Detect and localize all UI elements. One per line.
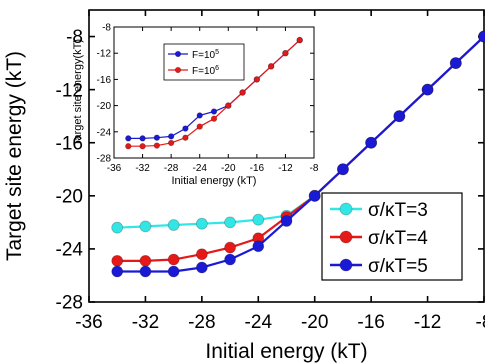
legend-label: σ/κT=4 [368, 228, 428, 249]
inset-legend-label: F=106 [192, 65, 219, 77]
data-point [125, 143, 132, 150]
data-point [210, 115, 218, 122]
x-tick-label: -32 [135, 163, 150, 174]
main-plot: -36 -32 -28 -24 -20 -16 -12 -8 -28 -24 -20 -16 -12 -8… [3, 9, 485, 363]
inset-legend-label-exp: 6 [215, 65, 219, 72]
x-tick-label: -24 [245, 312, 273, 333]
x-tick-label: -36 [107, 163, 122, 174]
data-point [267, 63, 275, 70]
data-point [182, 134, 189, 141]
data-point [252, 240, 265, 253]
legend-label: σ/κT=3 [368, 200, 428, 221]
y-tick-label: -12 [97, 49, 112, 60]
x-tick-label: -20 [301, 312, 328, 333]
x-tick-label: -28 [164, 163, 179, 174]
y-axis-label: Target site energy(kT) [72, 39, 84, 146]
y-axis-label: Target site energy (kT) [3, 51, 26, 261]
data-point [195, 248, 208, 261]
data-point [239, 89, 246, 96]
data-point [111, 221, 124, 234]
data-point [478, 30, 485, 43]
inset-legend-label: F=105 [192, 49, 219, 61]
data-point [139, 143, 146, 150]
inset-legend-label-exp: 5 [215, 49, 219, 56]
y-tick-label: -20 [97, 101, 112, 112]
y-tick-label: -8 [102, 23, 111, 34]
data-point [224, 241, 236, 254]
data-point [167, 219, 180, 231]
data-point [296, 36, 303, 44]
x-tick-label: -12 [278, 163, 293, 174]
x-tick-label: -8 [476, 312, 485, 333]
legend-marker [339, 230, 353, 244]
y-tick-label: -12 [56, 80, 83, 101]
data-point [111, 254, 124, 267]
data-point [308, 189, 321, 202]
data-point [167, 253, 180, 266]
y-tick-label: -16 [97, 75, 112, 86]
data-point [111, 265, 124, 278]
data-point [139, 220, 152, 233]
data-point [139, 254, 152, 267]
x-tick-label: -12 [414, 312, 441, 333]
inset-legend-marker [174, 50, 182, 58]
x-tick-label: -16 [357, 312, 384, 333]
inset-legend-marker [174, 66, 182, 74]
data-point [196, 112, 203, 119]
y-tick-label: -8 [66, 27, 83, 48]
data-point [153, 142, 161, 149]
data-point [167, 265, 180, 278]
data-point [253, 76, 261, 83]
x-tick-label: -16 [250, 163, 265, 174]
data-point [167, 133, 175, 140]
y-tick-label: -28 [97, 154, 112, 165]
data-point [224, 253, 236, 266]
inset-plot: -36 -32 -28 -24 -20 -16 -12 -8 -28 -24 -20 -16 -12 -8… [72, 23, 319, 188]
legend-label: σ/κT=5 [368, 256, 428, 277]
data-point [196, 123, 203, 130]
data-point [125, 135, 132, 142]
data-point [182, 125, 189, 132]
legend-marker [339, 202, 353, 216]
y-tick-label: -24 [97, 127, 112, 138]
data-point [224, 216, 236, 229]
legend-marker [339, 258, 353, 272]
x-tick-label: -36 [75, 312, 102, 333]
y-tick-label: -24 [56, 240, 84, 261]
y-tick-label: -16 [56, 133, 83, 154]
data-point [139, 265, 152, 278]
data-point [365, 136, 378, 149]
inset-legend-box [163, 43, 245, 81]
data-point [225, 102, 232, 109]
x-tick-label: -24 [192, 163, 207, 174]
data-point [195, 217, 208, 230]
y-tick-label: -28 [56, 293, 83, 314]
data-point [282, 50, 289, 57]
x-tick-label: -8 [310, 163, 319, 174]
data-point [139, 135, 146, 142]
inset-legend-label-base: F=10 [192, 50, 216, 61]
data-point [167, 139, 175, 147]
data-point [421, 83, 434, 96]
data-point [252, 213, 265, 226]
data-point [337, 163, 349, 176]
data-point [210, 108, 218, 115]
x-axis-label: Initial energy (kT) [172, 175, 257, 187]
data-point [195, 261, 208, 274]
inset-legend-label-base: F=10 [192, 66, 216, 77]
x-tick-label: -32 [132, 312, 159, 333]
x-tick-label: -28 [188, 312, 215, 333]
data-point [449, 57, 462, 69]
x-tick-label: -20 [221, 163, 236, 174]
y-tick-label: -20 [56, 186, 83, 207]
plot-frame [88, 9, 485, 303]
x-axis-label: Initial energy (kT) [205, 340, 367, 363]
data-point [280, 215, 293, 227]
data-point [393, 110, 406, 123]
data-point [153, 134, 161, 141]
